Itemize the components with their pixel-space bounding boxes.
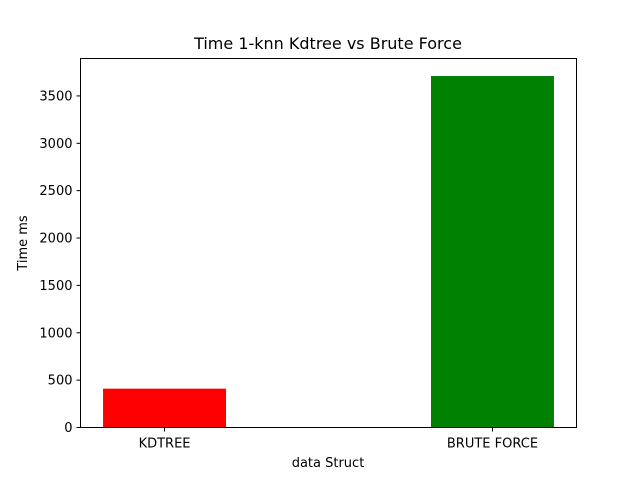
y-axis-label: Time ms — [16, 215, 31, 272]
y-tick-label: 500 — [48, 374, 73, 389]
y-tick-label: 1000 — [39, 326, 72, 341]
y-tick-label: 3500 — [39, 89, 72, 104]
x-axis-ticks: KDTREE BRUTE FORCE — [139, 427, 538, 452]
bar-kdtree — [103, 388, 227, 428]
y-tick-label: 3000 — [39, 137, 72, 152]
y-tick-label: 2000 — [39, 232, 72, 247]
y-tick-label: 0 — [64, 421, 72, 436]
x-tick-label: BRUTE FORCE — [447, 437, 538, 452]
y-axis-ticks: 0 500 1000 1500 2000 2500 3000 3500 — [39, 89, 81, 436]
x-axis-label: data Struct — [292, 456, 365, 471]
chart-title: Time 1-knn Kdtree vs Brute Force — [193, 34, 462, 53]
x-tick-label: KDTREE — [139, 437, 191, 452]
plot-frame — [80, 58, 577, 428]
bars-group — [103, 76, 554, 428]
y-tick-label: 1500 — [39, 279, 72, 294]
bar-brute-force — [430, 76, 554, 428]
y-tick-label: 2500 — [39, 184, 72, 199]
